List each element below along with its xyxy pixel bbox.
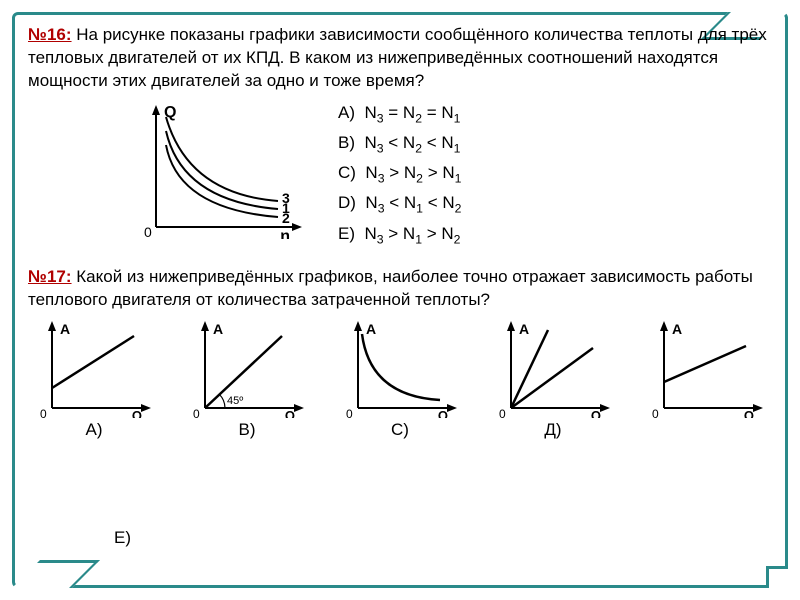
svg-text:Q: Q: [132, 408, 142, 418]
q16-answer-c: C) N3 > N2 > N1: [338, 159, 461, 189]
svg-text:A: A: [60, 321, 70, 337]
q16-answers: A) N3 = N2 = N1 B) N3 < N2 < N1 C) N3 > …: [338, 99, 461, 250]
svg-text:0: 0: [499, 407, 506, 418]
q17-chart-e: A Q 0: [646, 318, 766, 440]
q17-chart-b: 45º A Q 0 В): [187, 318, 307, 440]
chart16-xlabel: η: [280, 228, 290, 239]
svg-text:Q: Q: [438, 408, 448, 418]
q16-answer-e: E) N3 > N1 > N2: [338, 220, 461, 250]
q16-chart: Q η 0 3 1 2: [138, 99, 308, 239]
svg-text:A: A: [519, 321, 529, 337]
content-area: №16: На рисунке показаны графики зависим…: [28, 24, 772, 576]
svg-text:A: A: [213, 321, 223, 337]
q16-number: №16:: [28, 25, 72, 44]
svg-text:0: 0: [346, 407, 353, 418]
svg-text:A: A: [366, 321, 376, 337]
chart16-curve2-label: 2: [282, 210, 290, 226]
svg-text:A: A: [672, 321, 682, 337]
q17-label-b: В): [239, 420, 256, 440]
q16-answer-b: B) N3 < N2 < N1: [338, 129, 461, 159]
q17-chart-a: A Q 0 А): [34, 318, 154, 440]
svg-text:Q: Q: [744, 408, 754, 418]
q17-chart-c: A Q 0 С): [340, 318, 460, 440]
chart16-ylabel: Q: [164, 104, 176, 121]
q16-body: На рисунке показаны графики зависимости …: [28, 25, 767, 90]
q17-chart-d: A Q 0 Д): [493, 318, 613, 440]
q16-answer-a: A) N3 = N2 = N1: [338, 99, 461, 129]
svg-text:Q: Q: [591, 408, 601, 418]
q16-answer-d: D) N3 < N1 < N2: [338, 189, 461, 219]
svg-text:45º: 45º: [227, 395, 243, 407]
svg-text:0: 0: [652, 407, 659, 418]
q17-label-a: А): [86, 420, 103, 440]
q17-number: №17:: [28, 267, 72, 286]
q17-row: A Q 0 А) 45º A Q 0 В): [28, 318, 772, 440]
svg-text:0: 0: [40, 407, 47, 418]
q17-text: №17: Какой из нижеприведённых графиков, …: [28, 266, 772, 312]
q16-text: №16: На рисунке показаны графики зависим…: [28, 24, 772, 93]
svg-text:Q: Q: [285, 408, 295, 418]
q17-label-e: Е): [114, 528, 131, 548]
q17-body: Какой из нижеприведённых графиков, наибо…: [28, 267, 753, 309]
svg-text:0: 0: [193, 407, 200, 418]
chart16-origin: 0: [144, 224, 152, 239]
q16-row: Q η 0 3 1 2 A) N3 = N2 = N1 B) N3 < N2 <…: [138, 99, 772, 250]
q17-label-d: Д): [544, 420, 561, 440]
q17-label-c: С): [391, 420, 409, 440]
